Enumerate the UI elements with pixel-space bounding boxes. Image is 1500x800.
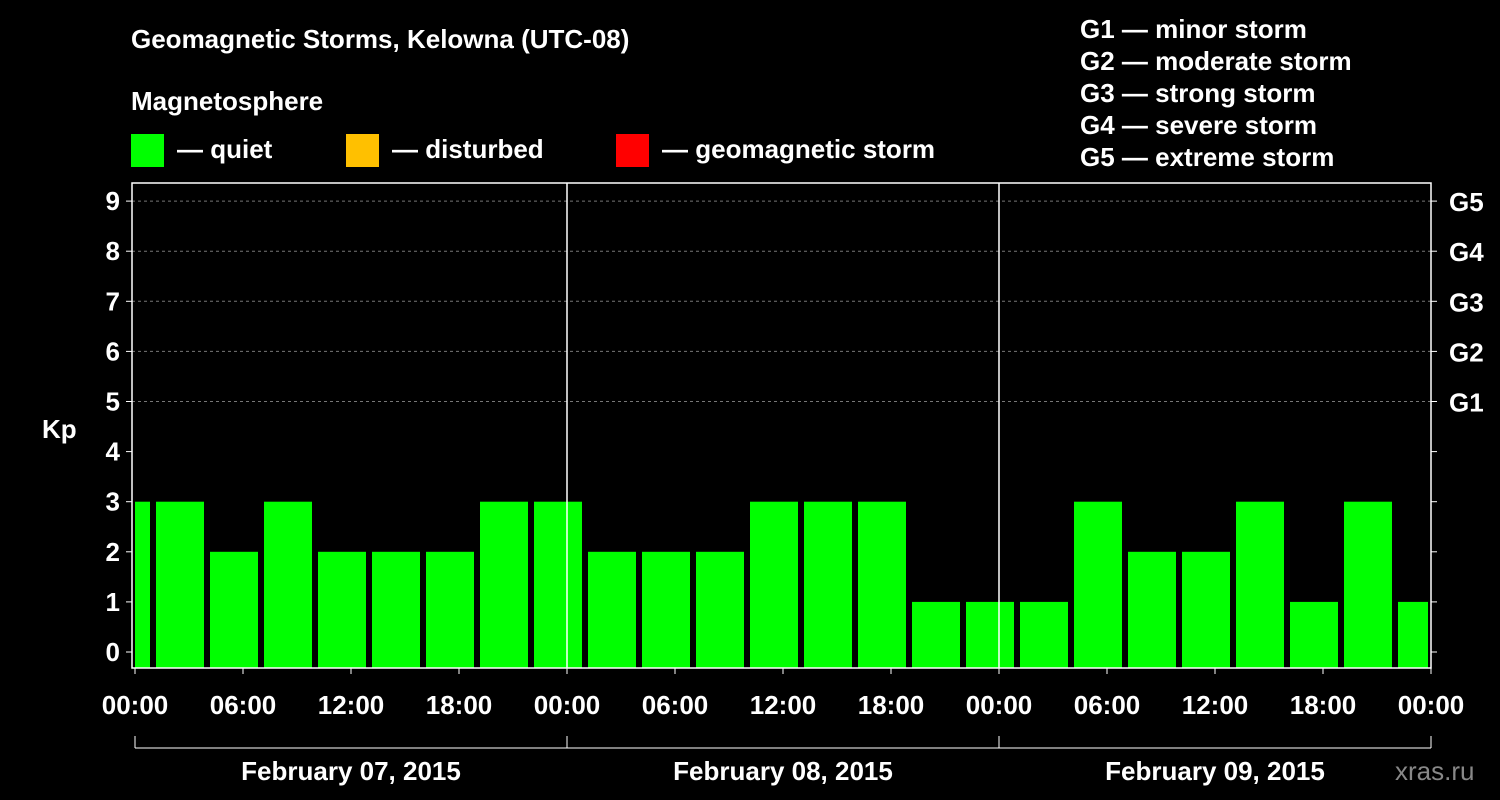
- kp-bar: [372, 551, 420, 668]
- kp-bar: [1290, 601, 1338, 668]
- kp-bar: [1236, 501, 1284, 668]
- x-tick-label: 12:00: [318, 690, 385, 720]
- y-tick-label: 3: [106, 487, 120, 517]
- x-tick-label: 06:00: [1074, 690, 1141, 720]
- kp-bar: [1074, 501, 1122, 668]
- y-tick-label: 8: [106, 236, 120, 266]
- kp-bar: [858, 501, 906, 668]
- x-tick-label: 06:00: [210, 690, 277, 720]
- g-scale-label: G5: [1449, 187, 1484, 217]
- kp-bar: [318, 551, 366, 668]
- x-tick-label: 00:00: [534, 690, 601, 720]
- kp-bar: [1344, 501, 1392, 668]
- y-tick-label: 5: [106, 387, 120, 417]
- kp-bar: [912, 601, 960, 668]
- y-tick-label: 1: [106, 587, 120, 617]
- kp-bar: [210, 551, 258, 668]
- x-tick-label: 00:00: [966, 690, 1033, 720]
- kp-bar: [1128, 551, 1176, 668]
- y-tick-label: 6: [106, 336, 120, 366]
- y-tick-label: 0: [106, 637, 120, 667]
- chart-title: Geomagnetic Storms, Kelowna (UTC-08): [131, 24, 630, 54]
- scale-g5: G5 — extreme storm: [1080, 142, 1335, 172]
- x-tick-label: 18:00: [1290, 690, 1357, 720]
- x-tick-label: 18:00: [426, 690, 493, 720]
- x-tick-label: 00:00: [102, 690, 169, 720]
- x-tick-label: 18:00: [858, 690, 925, 720]
- kp-bar: [804, 501, 852, 668]
- x-tick-label: 06:00: [642, 690, 709, 720]
- kp-bar: [1398, 601, 1428, 668]
- legend-swatch-quiet: [131, 134, 164, 167]
- plot-frame: [131, 182, 1432, 669]
- kp-bar: [1020, 601, 1068, 668]
- kp-bar: [642, 551, 690, 668]
- day-label: February 07, 2015: [241, 756, 461, 786]
- x-tick-label: 00:00: [1398, 690, 1465, 720]
- y-tick-label: 9: [106, 186, 120, 216]
- y-tick-label: 7: [106, 286, 120, 316]
- g-scale-label: G1: [1449, 388, 1484, 418]
- scale-g1: G1 — minor storm: [1080, 14, 1307, 44]
- legend-swatch-storm: [616, 134, 649, 167]
- g-scale-label: G2: [1449, 337, 1484, 367]
- kp-bar: [480, 501, 528, 668]
- legend-label-disturbed: — disturbed: [392, 134, 544, 164]
- g-scale-label: G3: [1449, 287, 1484, 317]
- legend-label-storm: — geomagnetic storm: [662, 134, 936, 164]
- kp-bar: [966, 601, 1014, 668]
- y-tick-label: 2: [106, 537, 120, 567]
- kp-bar: [588, 551, 636, 668]
- kp-bar: [264, 501, 312, 668]
- legend-swatch-disturbed: [346, 134, 379, 167]
- kp-bar: [534, 501, 582, 668]
- scale-g2: G2 — moderate storm: [1080, 46, 1352, 76]
- x-tick-label: 12:00: [1182, 690, 1249, 720]
- y-tick-label: 4: [106, 437, 121, 467]
- day-label: February 09, 2015: [1105, 756, 1325, 786]
- legend-label-quiet: — quiet: [177, 134, 273, 164]
- kp-bar: [426, 551, 474, 668]
- scale-g4: G4 — severe storm: [1080, 110, 1318, 140]
- kp-bar: [1182, 551, 1230, 668]
- g-scale-label: G4: [1449, 237, 1484, 267]
- kp-bar: [135, 501, 150, 668]
- legend-heading: Magnetosphere: [131, 86, 324, 116]
- day-label: February 08, 2015: [673, 756, 893, 786]
- x-tick-label: 12:00: [750, 690, 817, 720]
- y-axis-label: Kp: [42, 414, 77, 444]
- scale-g3: G3 — strong storm: [1080, 78, 1316, 108]
- watermark: xras.ru: [1395, 756, 1475, 786]
- kp-bar: [750, 501, 798, 668]
- kp-bar: [156, 501, 204, 668]
- kp-bar: [696, 551, 744, 668]
